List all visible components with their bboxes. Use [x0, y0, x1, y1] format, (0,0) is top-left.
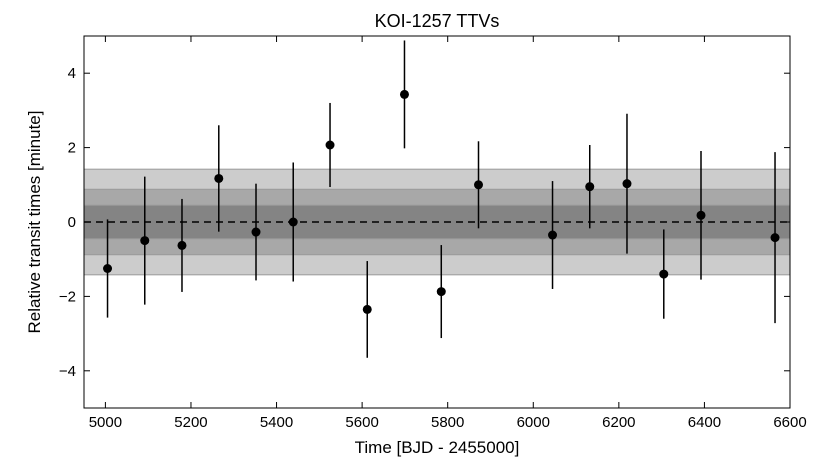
data-point-10 — [436, 245, 446, 339]
point-marker — [696, 210, 706, 220]
point-marker — [659, 269, 669, 279]
data-point-14 — [622, 113, 632, 254]
data-point-7 — [325, 102, 335, 188]
x-tick-label: 6000 — [517, 414, 550, 431]
y-tick-label: 4 — [68, 65, 76, 82]
x-tick-label: 6600 — [773, 414, 806, 431]
x-tick-label: 5400 — [260, 414, 293, 431]
x-tick-label: 6400 — [688, 414, 721, 431]
point-marker — [548, 230, 558, 240]
x-tick-label: 6200 — [602, 414, 635, 431]
data-point-4 — [214, 125, 224, 232]
x-axis-label: Time [BJD - 2455000] — [355, 438, 520, 457]
x-tick-label: 5800 — [431, 414, 464, 431]
data-point-6 — [288, 162, 298, 282]
data-point-1 — [103, 219, 113, 318]
point-marker — [140, 236, 150, 246]
data-point-5 — [251, 183, 261, 281]
y-tick-label: 0 — [68, 214, 76, 231]
point-marker — [399, 89, 409, 99]
data-point-11 — [474, 141, 484, 229]
point-marker — [288, 217, 298, 227]
data-point-16 — [696, 150, 706, 280]
y-tick-label: −4 — [59, 363, 76, 380]
point-marker — [325, 140, 335, 150]
point-marker — [362, 304, 372, 314]
point-marker — [770, 233, 780, 243]
point-marker — [251, 227, 261, 237]
x-tick-label: 5200 — [174, 414, 207, 431]
axis-ticks: 5000 5200 5400 5600 5800 6000 6200 6400 6600 −4 −2… — [59, 36, 807, 431]
y-tick-label: 2 — [68, 140, 76, 157]
point-marker — [474, 180, 484, 190]
point-marker — [585, 182, 595, 192]
data-point-3 — [177, 198, 187, 292]
data-point-15 — [659, 229, 669, 319]
x-tick-label: 5000 — [89, 414, 122, 431]
data-point-17 — [770, 152, 780, 324]
point-marker — [103, 264, 113, 273]
point-marker — [622, 179, 632, 189]
y-tick-label: −2 — [59, 288, 76, 305]
point-marker — [214, 173, 224, 183]
x-tick-label: 5600 — [345, 414, 378, 431]
data-point-2 — [140, 176, 150, 305]
chart-title: KOI-1257 TTVs — [375, 11, 500, 31]
data-point-12 — [548, 181, 558, 289]
point-marker — [436, 287, 446, 297]
data-point-13 — [585, 144, 595, 229]
data-points — [103, 40, 780, 358]
y-axis-label: Relative transit times [minute] — [25, 111, 44, 334]
data-point-9 — [399, 40, 409, 149]
data-point-8 — [362, 261, 372, 358]
point-marker — [177, 240, 187, 250]
